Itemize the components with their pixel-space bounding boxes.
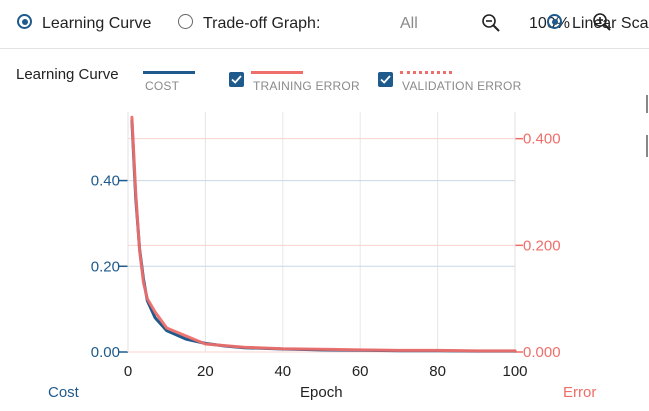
right-tick-label: 0.200 (523, 237, 561, 254)
legend-title: Learning Curve (16, 66, 119, 83)
linear-scale-radio[interactable] (547, 14, 562, 29)
x-tick-label: 100 (502, 363, 527, 380)
zoom-out-icon[interactable] (481, 13, 501, 33)
training-error-legend-label: TRAINING ERROR (253, 79, 360, 93)
left-tick-label: 0.20 (91, 258, 120, 275)
epoch-axis-label: Epoch (300, 384, 343, 401)
learning-curve-label[interactable]: Learning Curve (42, 15, 152, 32)
training-error-checkbox[interactable] (229, 72, 244, 87)
right-tick-label: 0.000 (523, 344, 561, 361)
x-tick-label: 0 (124, 363, 132, 380)
legend: Learning Curve COST TRAINING ERROR VALID… (0, 60, 649, 100)
zoom-in-icon[interactable] (592, 12, 612, 32)
validation-error-checkbox[interactable] (378, 72, 393, 87)
cost-legend-label: COST (145, 79, 180, 93)
tradeoff-select[interactable]: All (400, 15, 418, 32)
right-tick-label: 0.400 (523, 131, 561, 148)
cost-series-line (130, 119, 517, 353)
left-tick-label: 0.00 (91, 344, 120, 361)
learning-curve-radio[interactable] (17, 14, 32, 29)
validation-error-legend-label: VALIDATION ERROR (402, 79, 522, 93)
cost-axis-label: Cost (48, 384, 79, 401)
x-tick-label: 40 (274, 363, 291, 380)
toolbar: Learning Curve Trade-off Graph: All 100%… (0, 0, 649, 49)
cost-legend-swatch (143, 71, 195, 74)
error-axis-label: Error (563, 384, 597, 401)
scrollbar[interactable] (645, 95, 649, 165)
tradeoff-graph-label[interactable]: Trade-off Graph: (203, 15, 321, 32)
training-error-legend-swatch (251, 71, 303, 74)
x-tick-label: 80 (429, 363, 446, 380)
left-tick-label: 0.40 (91, 173, 120, 190)
check-icon (380, 75, 391, 84)
validation-error-legend-swatch (400, 71, 452, 74)
training-error-series-line (130, 115, 517, 353)
tradeoff-graph-radio[interactable] (178, 14, 193, 29)
linear-scale-label[interactable]: Linear Sca (572, 15, 649, 32)
x-tick-label: 60 (352, 363, 369, 380)
check-icon (231, 75, 242, 84)
x-tick-label: 20 (197, 363, 214, 380)
learning-curve-chart: 0 20 40 60 80 100 0.00 0.20 0.40 0.000 0.200 0.400 (91, 112, 561, 380)
